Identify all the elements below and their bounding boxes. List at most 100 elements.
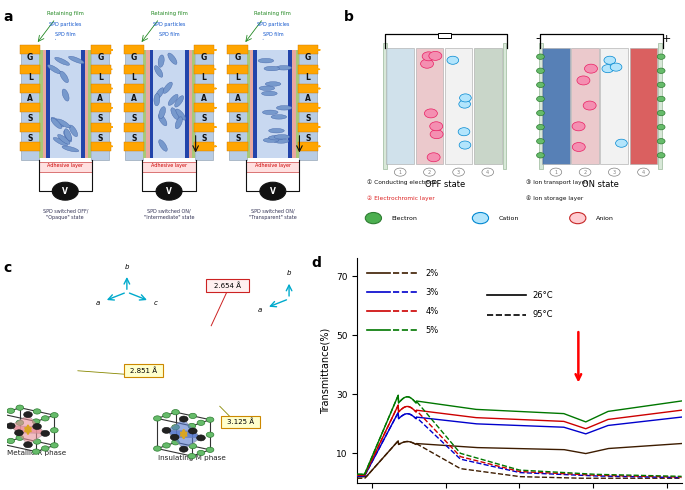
Circle shape [421,59,434,68]
Bar [81,50,85,158]
Text: Metallic R phase: Metallic R phase [7,450,66,456]
Circle shape [583,101,596,110]
Circle shape [482,168,494,176]
Circle shape [7,439,14,443]
Text: b: b [344,10,354,24]
Bar [195,48,213,160]
Bar [195,65,214,74]
Ellipse shape [258,58,274,63]
Text: SPD film: SPD film [262,32,283,38]
Bar [630,48,657,164]
Text: ON state: ON state [582,180,619,189]
Circle shape [395,168,406,176]
Circle shape [153,416,161,421]
FancyBboxPatch shape [221,416,260,428]
Ellipse shape [271,115,286,119]
Bar [246,162,299,172]
Circle shape [423,168,435,176]
Text: ④ Ion storage layer: ④ Ion storage layer [526,195,583,201]
Circle shape [657,82,665,88]
Text: A: A [305,94,311,102]
Text: Adhesive layer: Adhesive layer [47,163,84,168]
Ellipse shape [269,136,284,140]
Circle shape [162,443,171,448]
Circle shape [453,168,464,176]
Bar [143,50,147,158]
Polygon shape [166,430,201,438]
Circle shape [447,56,459,64]
Circle shape [188,453,196,459]
Bar [42,50,46,158]
Circle shape [206,417,214,422]
Text: SPD switched ON/
"Transparent" state: SPD switched ON/ "Transparent" state [249,208,297,220]
Bar [185,50,188,158]
Text: Retaining film: Retaining film [47,11,84,16]
Circle shape [550,168,562,176]
Bar [292,50,295,158]
Ellipse shape [262,91,277,96]
Text: Electron: Electron [391,216,417,220]
Text: Retaining film: Retaining film [254,11,291,16]
Ellipse shape [51,118,62,129]
Text: SPD film: SPD film [55,32,75,38]
Circle shape [260,182,286,200]
Bar [298,122,319,131]
Text: G: G [97,53,103,62]
Circle shape [429,51,442,60]
Circle shape [32,449,40,454]
Bar [445,48,473,164]
Ellipse shape [159,140,167,151]
Ellipse shape [263,138,279,143]
Circle shape [427,153,440,162]
Text: S: S [235,114,240,123]
Bar [50,50,81,158]
Circle shape [459,100,471,108]
Circle shape [24,441,32,448]
Circle shape [425,109,438,118]
Text: Insulating M phase: Insulating M phase [158,455,226,461]
Bar [21,48,39,160]
Text: SPD particles: SPD particles [153,23,185,27]
Bar [250,50,253,158]
Text: S: S [97,134,103,143]
Circle shape [7,408,14,414]
Circle shape [179,446,188,452]
Text: 2.654 Å: 2.654 Å [214,282,241,289]
Ellipse shape [60,71,68,83]
Text: SPD switched OFF/
"Opaque" state: SPD switched OFF/ "Opaque" state [42,208,88,220]
Ellipse shape [259,86,275,91]
Text: S: S [201,134,207,143]
Bar [227,65,247,74]
Bar [416,48,443,164]
Circle shape [536,152,545,158]
Circle shape [458,128,470,136]
Circle shape [162,427,171,433]
Bar [295,50,299,158]
Circle shape [430,130,443,139]
Text: V: V [62,187,68,196]
Circle shape [638,168,649,176]
Circle shape [365,213,382,224]
Circle shape [189,443,197,449]
FancyBboxPatch shape [123,365,162,377]
Bar [229,48,247,160]
Circle shape [179,416,188,422]
Bar [20,122,40,131]
Bar [20,46,40,54]
Bar [38,162,92,172]
Text: Retaining film: Retaining film [151,11,188,16]
Text: 2%: 2% [425,269,438,277]
Text: ② Electrochromic layer: ② Electrochromic layer [367,195,435,201]
Circle shape [189,413,197,418]
Text: S: S [306,134,310,143]
Text: 1: 1 [554,170,558,174]
Circle shape [16,420,24,425]
Circle shape [162,413,171,418]
Bar [90,65,111,74]
Polygon shape [11,415,45,445]
Bar [386,48,414,164]
Bar [90,142,111,151]
Bar [20,84,40,93]
Text: S: S [27,134,33,143]
Text: Anion: Anion [596,216,614,220]
